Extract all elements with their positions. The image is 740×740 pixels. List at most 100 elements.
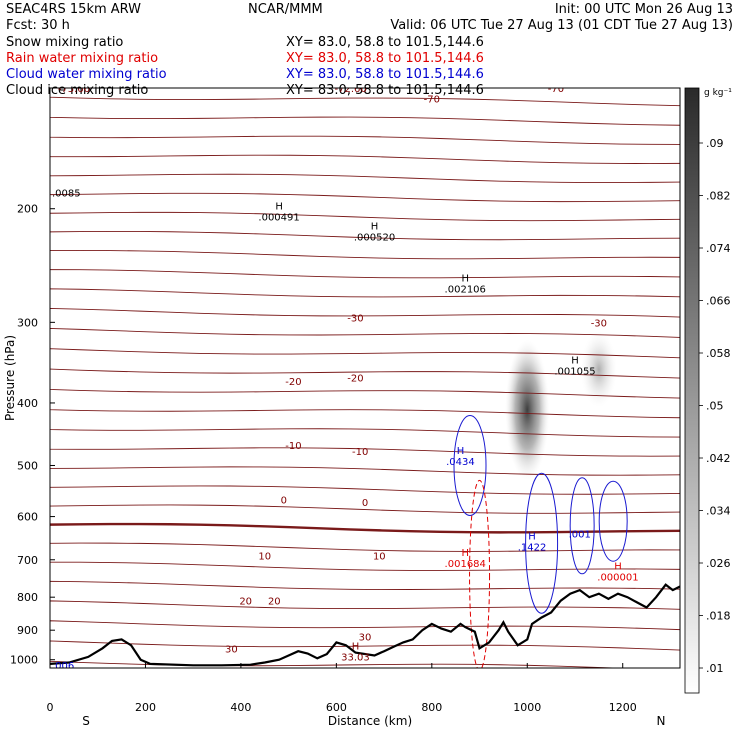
extremum-letter: H [571, 356, 579, 367]
isotherm-label: -72.66 [335, 84, 367, 95]
colorbar-ticks: .09 .082 .074 .066 .058 .05 .042 .034 .026 .018 .0… [699, 137, 731, 675]
isotherm-line [50, 307, 680, 318]
extremum-letter: H [275, 202, 283, 213]
plot-frame [49, 87, 681, 669]
colorbar-tick-label: .034 [706, 505, 731, 518]
isotherm-line [50, 211, 680, 222]
y-tick-label: 700 [17, 554, 38, 567]
isotherm-label: -70 [548, 84, 564, 95]
isotherm-label: -20 [285, 377, 301, 388]
isotherm-label: -30 [591, 318, 607, 329]
isotherm-line [50, 96, 680, 107]
extremum-value: .000001 [597, 572, 638, 583]
extremum-value: .0434 [446, 457, 475, 468]
header-fcst: Fcst: 30 h [6, 18, 70, 33]
isotherm-line [50, 408, 680, 419]
isotherm-label: -30 [347, 314, 363, 325]
isotherm-line [50, 427, 680, 438]
extremum-value: .000491 [258, 213, 299, 224]
field-label: Snow mixing ratio [6, 35, 123, 50]
isotherm-line [50, 561, 680, 571]
isotherm-label: 30 [359, 632, 372, 643]
isotherm-line [50, 660, 626, 668]
x-tick-label: 800 [421, 701, 442, 714]
isotherm-label: 20 [239, 597, 252, 608]
isotherm-line [50, 542, 680, 552]
extremum-value: .006 [52, 661, 74, 672]
x-axis-label: Distance (km) [328, 714, 412, 728]
isotherm-label: -20 [347, 373, 363, 384]
extremum-letter: H [461, 548, 469, 559]
isotherm-label: 20 [268, 597, 281, 608]
isotherm-label: 30 [225, 644, 238, 655]
isotherm-line [50, 135, 680, 145]
x-tick-label: 1200 [609, 701, 637, 714]
endpoint-south: S [82, 714, 90, 728]
colorbar-tick-label: .074 [706, 242, 731, 255]
extremum-letter: H [457, 446, 465, 457]
colorbar-tick-label: .01 [706, 662, 724, 675]
isotherm-line [50, 173, 680, 184]
isotherm-line [50, 230, 680, 241]
rain-water-contour [469, 479, 491, 668]
isotherm-label: -10 [352, 447, 368, 458]
y-tick-label: 400 [17, 397, 38, 410]
y-tick-label: 800 [17, 591, 38, 604]
field-xy: XY= 83.0, 58.8 to 101.5,144.6 [286, 67, 484, 82]
y-tick-label: 900 [17, 624, 38, 637]
extremum-value: .0085 [52, 188, 81, 199]
field-label: Cloud water mixing ratio [6, 67, 167, 82]
isotherm-line [50, 504, 680, 514]
colorbar [684, 87, 700, 694]
extremum-letter: H [528, 531, 536, 542]
extremum-letter: H [371, 221, 379, 232]
isotherm-line [50, 580, 680, 590]
header-title: SEAC4RS 15km ARW [6, 2, 141, 17]
snow-max-shading [580, 331, 617, 408]
y-tick-label: 600 [17, 511, 38, 524]
isotherm-label: 0 [362, 498, 368, 509]
colorbar-tick-label: .066 [706, 295, 731, 308]
extremum-value: .000520 [354, 232, 395, 243]
extremum-letter: H [352, 641, 360, 652]
isotherm-line [50, 288, 680, 298]
isotherm-line [50, 348, 680, 359]
snow-max-shading [505, 339, 550, 480]
x-tick-label: 400 [230, 701, 251, 714]
isotherm-line [50, 250, 680, 260]
axes: 0 200 400 600 800 1000 12002003004005006007008… [10, 203, 637, 714]
field-xy: XY= 83.0, 58.8 to 101.5,144.6 [286, 35, 484, 50]
isotherm-line [50, 327, 680, 338]
field-xy: XY= 83.0, 58.8 to 101.5,144.6 [286, 83, 484, 98]
field-xy: XY= 83.0, 58.8 to 101.5,144.6 [286, 51, 484, 66]
isotherm-label: 0 [281, 496, 287, 507]
y-tick-label: 300 [17, 316, 38, 329]
cloud-water-contour [525, 472, 559, 614]
extremum-value: .1422 [518, 542, 547, 553]
y-axis-label: Pressure (hPa) [3, 335, 17, 421]
isotherm-line [50, 600, 680, 610]
isotherm-label: -73.66 [58, 84, 90, 95]
isotherm-line [50, 269, 680, 279]
header-center: NCAR/MMM [248, 2, 323, 17]
cloud-water-contour [453, 414, 487, 516]
isotherm-label: -10 [285, 441, 301, 452]
colorbar-unit: g kg⁻¹ [704, 88, 732, 98]
endpoint-north: N [657, 714, 666, 728]
x-tick-label: 1000 [513, 701, 541, 714]
x-tick-label: 200 [135, 701, 156, 714]
extremum-value: .001684 [445, 559, 486, 570]
field-label: Rain water mixing ratio [6, 51, 158, 66]
isotherm-label: 10 [373, 552, 386, 563]
colorbar-tick-label: .018 [706, 610, 731, 623]
extremum-value: .001055 [554, 367, 595, 378]
y-tick-label: 200 [17, 203, 38, 216]
extremum-letter: H [461, 274, 469, 285]
y-tick-label: 500 [17, 459, 38, 472]
colorbar-tick-label: .058 [706, 347, 731, 360]
extremum-value: .002106 [445, 285, 486, 296]
extremum-letter: H [614, 561, 622, 572]
x-tick-label: 0 [47, 701, 54, 714]
cloud-water-contour [569, 477, 595, 575]
isotherm-line [50, 192, 680, 203]
